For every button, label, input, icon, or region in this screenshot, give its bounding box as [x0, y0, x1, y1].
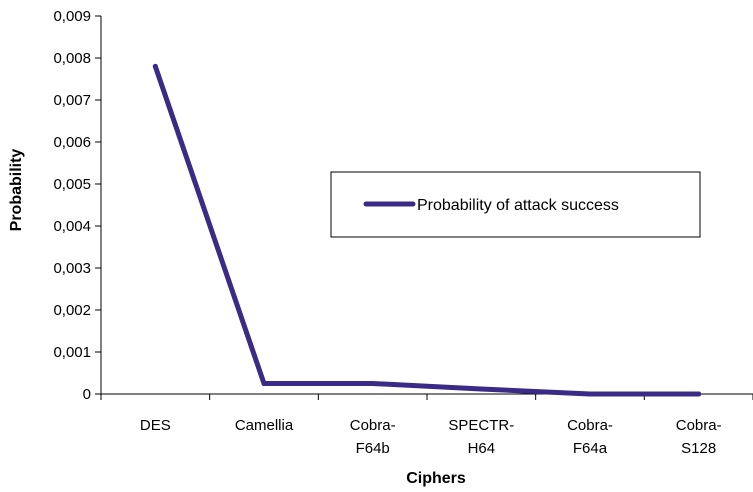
x-tick-label: Cobra-F64b: [350, 417, 396, 457]
x-tick-label: SPECTR-H64: [448, 417, 514, 457]
data-point: [587, 391, 593, 397]
y-tick-label: 0,009: [53, 8, 91, 25]
x-axis-title: Ciphers: [406, 470, 466, 487]
series-layer: [152, 63, 702, 397]
series-line: [152, 63, 702, 397]
data-point: [478, 386, 484, 392]
data-point: [261, 381, 267, 386]
y-tick-label: 0,008: [53, 50, 91, 67]
y-axis-title: Probability: [8, 149, 25, 232]
y-tick-label: 0,006: [53, 134, 91, 151]
x-tick-label: Cobra-S128: [676, 417, 722, 457]
y-tick-label: 0,001: [53, 344, 91, 361]
x-tick-label: Cobra-F64a: [567, 417, 613, 457]
y-tick-label: 0: [83, 386, 91, 403]
x-tick-label: Camellia: [235, 417, 294, 434]
y-tick-label: 0,005: [53, 176, 91, 193]
legend-label: Probability of attack success: [417, 197, 619, 214]
y-tick-label: 0,007: [53, 92, 91, 109]
y-tick-label: 0,003: [53, 260, 91, 277]
data-point: [370, 381, 376, 386]
data-point: [696, 391, 702, 397]
y-tick-label: 0,004: [53, 218, 91, 235]
y-tick-label: 0,002: [53, 302, 91, 319]
y-axis: 0 0,001 0,002 0,003 0,004 0,005 0,006 0,007 0,00…: [53, 8, 102, 403]
data-point: [152, 63, 158, 69]
x-axis: DES Camellia Cobra-F64b SPECTR-H64 Cobra-F64…: [100, 393, 753, 457]
x-tick-label: DES: [140, 417, 171, 434]
legend: Probability of attack success: [330, 171, 701, 238]
